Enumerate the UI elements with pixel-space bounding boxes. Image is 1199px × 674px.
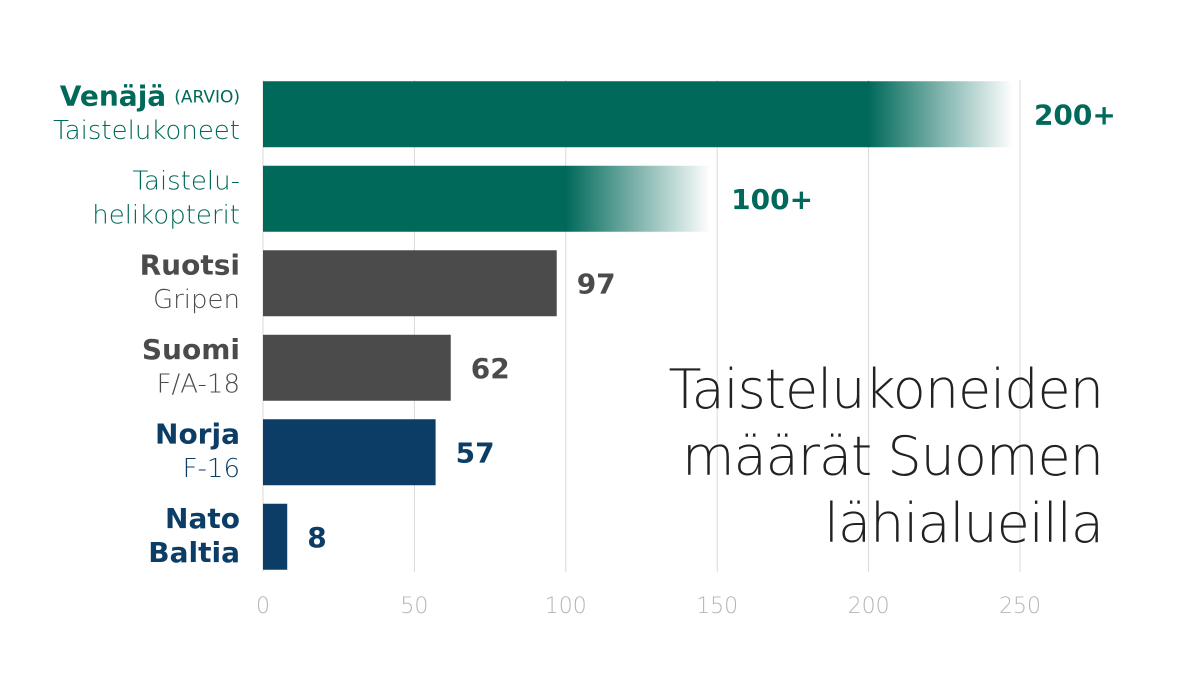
category-name: Nato (165, 502, 240, 535)
category-label: Venäjä (ARVIO) (60, 79, 240, 112)
x-tick-label: 250 (999, 594, 1041, 619)
value-label: 57 (456, 436, 495, 469)
bar-fade (565, 165, 711, 232)
chart-title: lähialueilla (824, 492, 1103, 555)
value-label: 97 (577, 267, 616, 300)
bar (263, 503, 288, 570)
x-tick-label: 200 (848, 594, 890, 619)
bar (263, 419, 436, 486)
bar-fade (868, 81, 1014, 148)
value-label: 200+ (1034, 98, 1116, 131)
chart-title: Taistelukoneiden (669, 358, 1103, 421)
x-tick-label: 50 (400, 594, 428, 619)
category-model: F-16 (183, 454, 240, 484)
x-tick-label: 100 (545, 594, 587, 619)
category-model: Taistelu- (132, 166, 240, 196)
chart-title: määrät Suomen (682, 425, 1103, 488)
category-note: (ARVIO) (174, 87, 240, 107)
x-tick-label: 150 (696, 594, 738, 619)
category-name: Venäjä (60, 79, 166, 112)
category-name: Suomi (142, 333, 240, 366)
bar (263, 250, 557, 317)
category-name: Baltia (148, 536, 240, 569)
category-model: Gripen (153, 285, 240, 315)
category-name: Ruotsi (140, 248, 240, 281)
category-label: Norja (155, 417, 240, 450)
category-label: Ruotsi (140, 248, 240, 281)
x-tick-label: 0 (256, 594, 270, 619)
value-label: 8 (307, 521, 326, 554)
category-model: Taistelukoneet (53, 116, 240, 146)
category-name: Norja (155, 417, 240, 450)
bar (263, 165, 566, 232)
category-label: Suomi (142, 333, 240, 366)
category-model: helikopterit (92, 200, 240, 230)
value-label: 62 (471, 352, 510, 385)
category-model: F/A-18 (157, 369, 240, 399)
bar (263, 334, 451, 401)
value-label: 100+ (731, 183, 813, 216)
bar (263, 81, 869, 148)
